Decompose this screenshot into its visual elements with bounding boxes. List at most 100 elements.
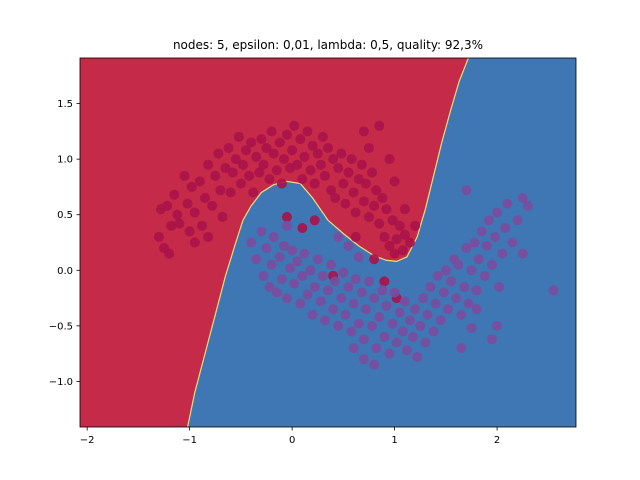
data-point — [397, 245, 408, 256]
data-point — [309, 281, 320, 292]
data-point — [399, 204, 410, 215]
plot-area — [80, 58, 576, 427]
data-point — [297, 270, 308, 281]
data-point — [471, 285, 482, 296]
data-point — [258, 270, 269, 281]
data-point — [312, 254, 323, 265]
data-point — [432, 270, 443, 281]
data-point — [371, 343, 382, 354]
data-point — [381, 300, 392, 311]
data-point — [278, 154, 289, 165]
plot-frame — [79, 57, 577, 428]
data-point — [353, 251, 364, 262]
data-point — [397, 326, 408, 337]
data-point — [412, 351, 423, 362]
data-point — [481, 240, 492, 251]
data-point — [490, 231, 501, 242]
data-point — [502, 198, 513, 209]
data-point — [246, 237, 257, 248]
data-point — [379, 231, 390, 242]
data-point — [289, 278, 300, 289]
data-point — [244, 170, 255, 181]
data-point — [251, 254, 262, 265]
data-point — [182, 198, 193, 209]
data-point — [330, 193, 341, 204]
x-tick-label: 0 — [289, 435, 295, 446]
data-point — [461, 185, 472, 196]
data-point — [189, 207, 200, 218]
data-point — [399, 296, 410, 307]
decision-boundary — [187, 58, 469, 427]
data-point — [317, 131, 328, 142]
data-point — [418, 293, 429, 304]
data-point — [274, 137, 285, 148]
data-point — [428, 326, 439, 337]
data-point — [356, 287, 367, 298]
data-point — [548, 285, 559, 296]
data-point — [340, 309, 351, 320]
data-point — [346, 326, 357, 337]
data-point — [297, 174, 308, 185]
data-point — [350, 207, 361, 218]
data-point — [363, 143, 374, 154]
data-point — [196, 220, 207, 231]
y-tick-label: −1.0 — [49, 377, 73, 388]
data-point — [363, 211, 374, 222]
y-axis: −1.0 −0.5 0.0 0.5 1.0 1.5 — [49, 99, 80, 388]
x-axis: −2 −1 0 1 2 — [80, 427, 500, 446]
data-point — [230, 154, 241, 165]
data-point — [348, 298, 359, 309]
data-point — [266, 259, 277, 270]
data-point — [348, 343, 359, 354]
data-point — [356, 159, 367, 170]
data-point — [369, 293, 380, 304]
data-point — [223, 143, 234, 154]
data-point — [319, 170, 330, 181]
data-point — [410, 304, 421, 315]
data-point — [169, 189, 180, 200]
data-point — [422, 309, 433, 320]
data-point — [486, 259, 497, 270]
data-point — [164, 248, 175, 259]
data-point — [492, 320, 503, 331]
data-point — [404, 237, 415, 248]
data-point — [377, 193, 388, 204]
data-point — [268, 148, 279, 159]
data-point — [189, 237, 200, 248]
data-point — [461, 243, 472, 254]
data-point — [404, 315, 415, 326]
data-point — [302, 289, 313, 300]
data-point — [278, 240, 289, 251]
data-point — [217, 211, 228, 222]
data-point — [408, 331, 419, 342]
data-point — [517, 248, 528, 259]
data-point — [453, 259, 464, 270]
data-point — [367, 320, 378, 331]
data-point — [415, 320, 426, 331]
data-point — [264, 174, 275, 185]
data-point — [420, 337, 431, 348]
data-point — [258, 159, 269, 170]
data-point — [517, 193, 528, 204]
y-tick-label: 1.0 — [57, 155, 73, 166]
data-point — [227, 167, 238, 178]
x-tick-label: 2 — [494, 435, 500, 446]
y-tick-label: −0.5 — [49, 321, 73, 332]
data-point — [295, 134, 306, 145]
data-point — [315, 296, 326, 307]
data-point — [194, 176, 205, 187]
data-point — [307, 140, 318, 151]
data-point — [358, 354, 369, 365]
y-tick-label: 1.5 — [57, 99, 73, 110]
data-point — [410, 220, 421, 231]
data-point — [248, 187, 259, 198]
data-point — [166, 220, 177, 231]
data-point — [379, 331, 390, 342]
data-point — [287, 145, 298, 156]
data-point — [282, 211, 293, 222]
data-point — [367, 167, 378, 178]
data-point — [309, 178, 320, 189]
data-point — [299, 248, 310, 259]
data-point — [237, 159, 248, 170]
data-point — [522, 200, 533, 211]
